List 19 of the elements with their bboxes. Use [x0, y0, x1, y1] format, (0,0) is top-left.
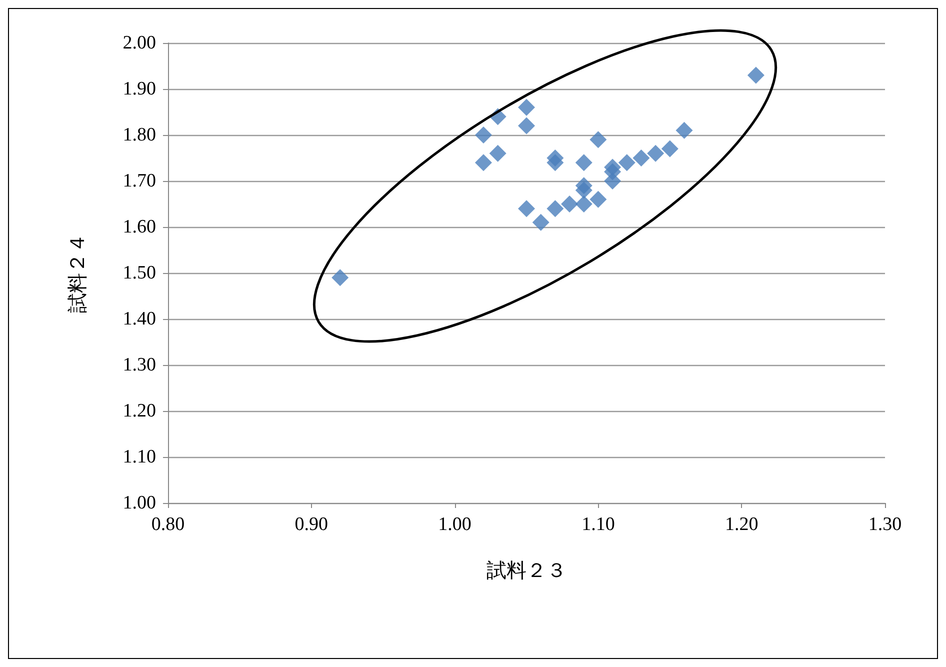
y-axis-title: 試料２４: [67, 233, 89, 313]
x-tick-label: 1.10: [582, 514, 615, 535]
y-tick-label: 1.30: [122, 354, 156, 376]
y-tick-label: 1.80: [122, 124, 156, 146]
y-tick-label: 1.90: [122, 78, 156, 100]
x-tick-label: 0.90: [294, 514, 328, 535]
x-tick-label: 1.30: [868, 514, 902, 535]
x-tick-label: 0.80: [151, 514, 185, 535]
x-axis-title: 試料２３: [486, 560, 566, 582]
y-tick-label: 1.20: [122, 400, 156, 422]
y-tick-label: 1.10: [122, 446, 156, 468]
y-tick-label: 1.40: [122, 308, 156, 330]
y-tick-label: 1.50: [122, 262, 156, 284]
x-tick-label: 1.00: [438, 514, 472, 535]
y-tick-label: 1.00: [122, 492, 156, 514]
y-tick-label: 1.70: [122, 170, 156, 192]
y-tick-label: 2.00: [122, 32, 156, 54]
y-tick-label: 1.60: [122, 216, 156, 238]
x-tick-label: 1.20: [724, 514, 758, 535]
